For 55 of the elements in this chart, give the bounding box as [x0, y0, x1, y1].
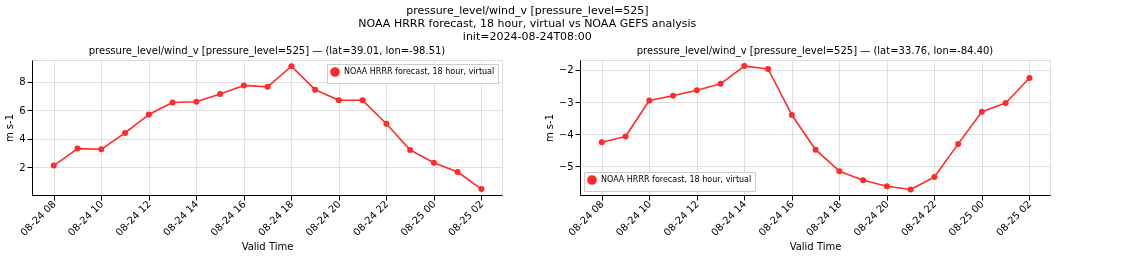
y-tick-label: 6	[19, 104, 26, 116]
point	[288, 63, 295, 70]
point	[145, 111, 152, 118]
point	[383, 120, 390, 127]
point	[264, 83, 271, 90]
point	[955, 140, 962, 147]
point	[74, 145, 81, 152]
point	[931, 174, 938, 180]
point	[478, 186, 485, 193]
y-axis-title: m s-1	[543, 113, 555, 143]
point	[122, 129, 129, 136]
chart-subtitle: pressure_level/wind_v [pressure_level=525] — (lat=39.01, lon=-98.51)	[88, 45, 446, 57]
point	[836, 168, 843, 175]
point	[335, 97, 342, 104]
y-tick-label: 8	[19, 76, 26, 88]
legend-label: NOAA HRRR forecast, 18 hour, virtual	[601, 175, 752, 184]
point	[598, 139, 605, 146]
point	[812, 146, 819, 153]
point	[883, 183, 890, 190]
legend-label: NOAA HRRR forecast, 18 hour, virtual	[344, 67, 495, 76]
point	[907, 186, 914, 193]
point	[98, 146, 105, 153]
y-tick-label: −3	[558, 96, 574, 108]
point	[717, 80, 724, 87]
point	[860, 177, 867, 184]
point	[670, 92, 677, 99]
y-tick-label: −2	[558, 64, 574, 76]
point	[788, 111, 795, 118]
point	[430, 159, 437, 166]
point	[765, 66, 772, 72]
point	[50, 162, 57, 169]
point	[169, 99, 176, 106]
point	[646, 97, 653, 104]
point	[978, 108, 985, 115]
text: pressure_level/wind_v [pressure_level=525] NOAA HRRR forecast, 18 hour, virtual vs NOAA GEFS analysis init=2024-08-24T08:00	[358, 3, 697, 43]
y-tick-label: 2	[19, 161, 26, 173]
x-axis-title: Valid Time	[241, 240, 294, 252]
point	[693, 87, 700, 94]
point	[359, 97, 366, 104]
point	[193, 98, 200, 105]
y-tick-label: −5	[558, 160, 574, 172]
point	[407, 147, 414, 153]
y-tick-label: 4	[19, 133, 26, 145]
point	[622, 133, 629, 140]
point	[741, 63, 748, 70]
x-axis-title: Valid Time	[789, 240, 842, 252]
point	[312, 86, 319, 93]
y-axis-title: m s-1	[4, 113, 16, 143]
point	[240, 82, 247, 89]
point	[217, 90, 224, 97]
point	[1026, 75, 1033, 81]
y-tick-label: −4	[558, 128, 574, 140]
point	[1002, 100, 1009, 107]
chart-subtitle: pressure_level/wind_v [pressure_level=525] — (lat=33.76, lon=-84.40)	[636, 45, 994, 57]
point	[454, 169, 461, 175]
